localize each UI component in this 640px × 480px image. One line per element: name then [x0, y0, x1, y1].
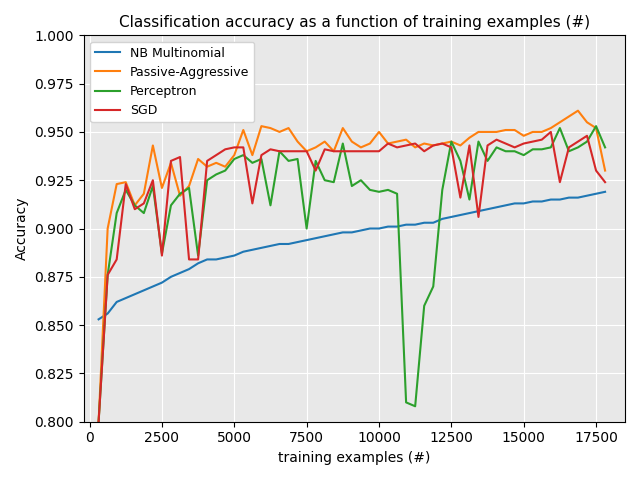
Passive-Aggressive — [574, 108, 582, 114]
Passive-Aggressive — [447, 139, 455, 144]
Perceptron — [230, 156, 238, 162]
Legend: NB Multinomial, Passive-Aggressive, Perceptron, SGD: NB Multinomial, Passive-Aggressive, Perc… — [90, 42, 255, 122]
SGD — [438, 141, 446, 146]
NB Multinomial — [95, 316, 102, 322]
NB Multinomial — [312, 235, 319, 241]
SGD — [547, 129, 555, 135]
Perceptron — [113, 210, 120, 216]
Passive-Aggressive — [312, 144, 319, 150]
Passive-Aggressive — [95, 419, 102, 425]
Y-axis label: Accuracy: Accuracy — [15, 197, 29, 260]
Perceptron — [312, 158, 319, 164]
NB Multinomial — [447, 214, 455, 220]
NB Multinomial — [122, 295, 129, 301]
SGD — [95, 419, 102, 425]
Line: Passive-Aggressive: Passive-Aggressive — [99, 111, 605, 422]
Perceptron — [592, 123, 600, 129]
SGD — [113, 256, 120, 262]
NB Multinomial — [113, 299, 120, 305]
Line: Perceptron: Perceptron — [99, 126, 605, 422]
Perceptron — [122, 187, 129, 193]
Perceptron — [95, 419, 102, 425]
Line: NB Multinomial: NB Multinomial — [99, 192, 605, 319]
Perceptron — [447, 139, 455, 144]
NB Multinomial — [601, 189, 609, 195]
Perceptron — [601, 144, 609, 150]
Passive-Aggressive — [113, 181, 120, 187]
SGD — [447, 144, 455, 150]
SGD — [122, 181, 129, 187]
Passive-Aggressive — [230, 152, 238, 158]
SGD — [230, 144, 238, 150]
X-axis label: training examples (#): training examples (#) — [278, 451, 431, 465]
Perceptron — [438, 187, 446, 193]
SGD — [312, 168, 319, 173]
Passive-Aggressive — [601, 168, 609, 173]
NB Multinomial — [230, 252, 238, 258]
Passive-Aggressive — [122, 180, 129, 185]
NB Multinomial — [438, 216, 446, 222]
Line: SGD: SGD — [99, 132, 605, 422]
SGD — [601, 180, 609, 185]
Passive-Aggressive — [438, 141, 446, 146]
Title: Classification accuracy as a function of training examples (#): Classification accuracy as a function of… — [119, 15, 590, 30]
